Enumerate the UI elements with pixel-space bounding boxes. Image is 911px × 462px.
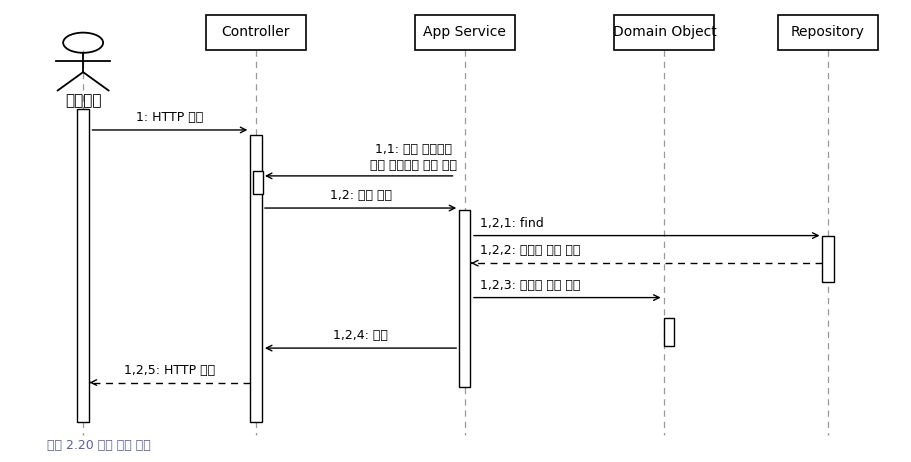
Bar [77, 109, 89, 422]
Text: 그림 2.20 요청 처리 흐름: 그림 2.20 요청 처리 흐름 [46, 439, 150, 452]
Bar [206, 15, 306, 49]
Text: 1,2,4: 리턴: 1,2,4: 리턴 [333, 329, 388, 342]
Bar [778, 15, 878, 49]
Bar [415, 15, 515, 49]
Bar [250, 134, 261, 422]
Bar [458, 210, 470, 387]
Bar [664, 318, 674, 346]
Text: Repository: Repository [791, 25, 865, 39]
Bar [253, 171, 263, 194]
Bar [614, 15, 714, 49]
Text: App Service: App Service [423, 25, 506, 39]
Text: 1,1: 요청 데이터를
응용 서비스에 맞게 변환: 1,1: 요청 데이터를 응용 서비스에 맞게 변환 [370, 143, 456, 172]
Text: 1,2,5: HTTP 응답: 1,2,5: HTTP 응답 [124, 364, 215, 377]
Text: 1,2,2: 도메인 객체 리턴: 1,2,2: 도메인 객체 리턴 [480, 244, 580, 257]
Text: Controller: Controller [221, 25, 290, 39]
Text: 1,2: 기능 실행: 1,2: 기능 실행 [330, 189, 392, 202]
Bar [822, 236, 834, 281]
Text: 1,2,3: 도메인 로직 실행: 1,2,3: 도메인 로직 실행 [480, 279, 580, 292]
Text: 브라우저: 브라우저 [65, 93, 101, 108]
Text: 1: HTTP 요청: 1: HTTP 요청 [137, 111, 203, 124]
Text: Domain Object: Domain Object [612, 25, 716, 39]
Text: 1,2,1: find: 1,2,1: find [480, 217, 544, 230]
